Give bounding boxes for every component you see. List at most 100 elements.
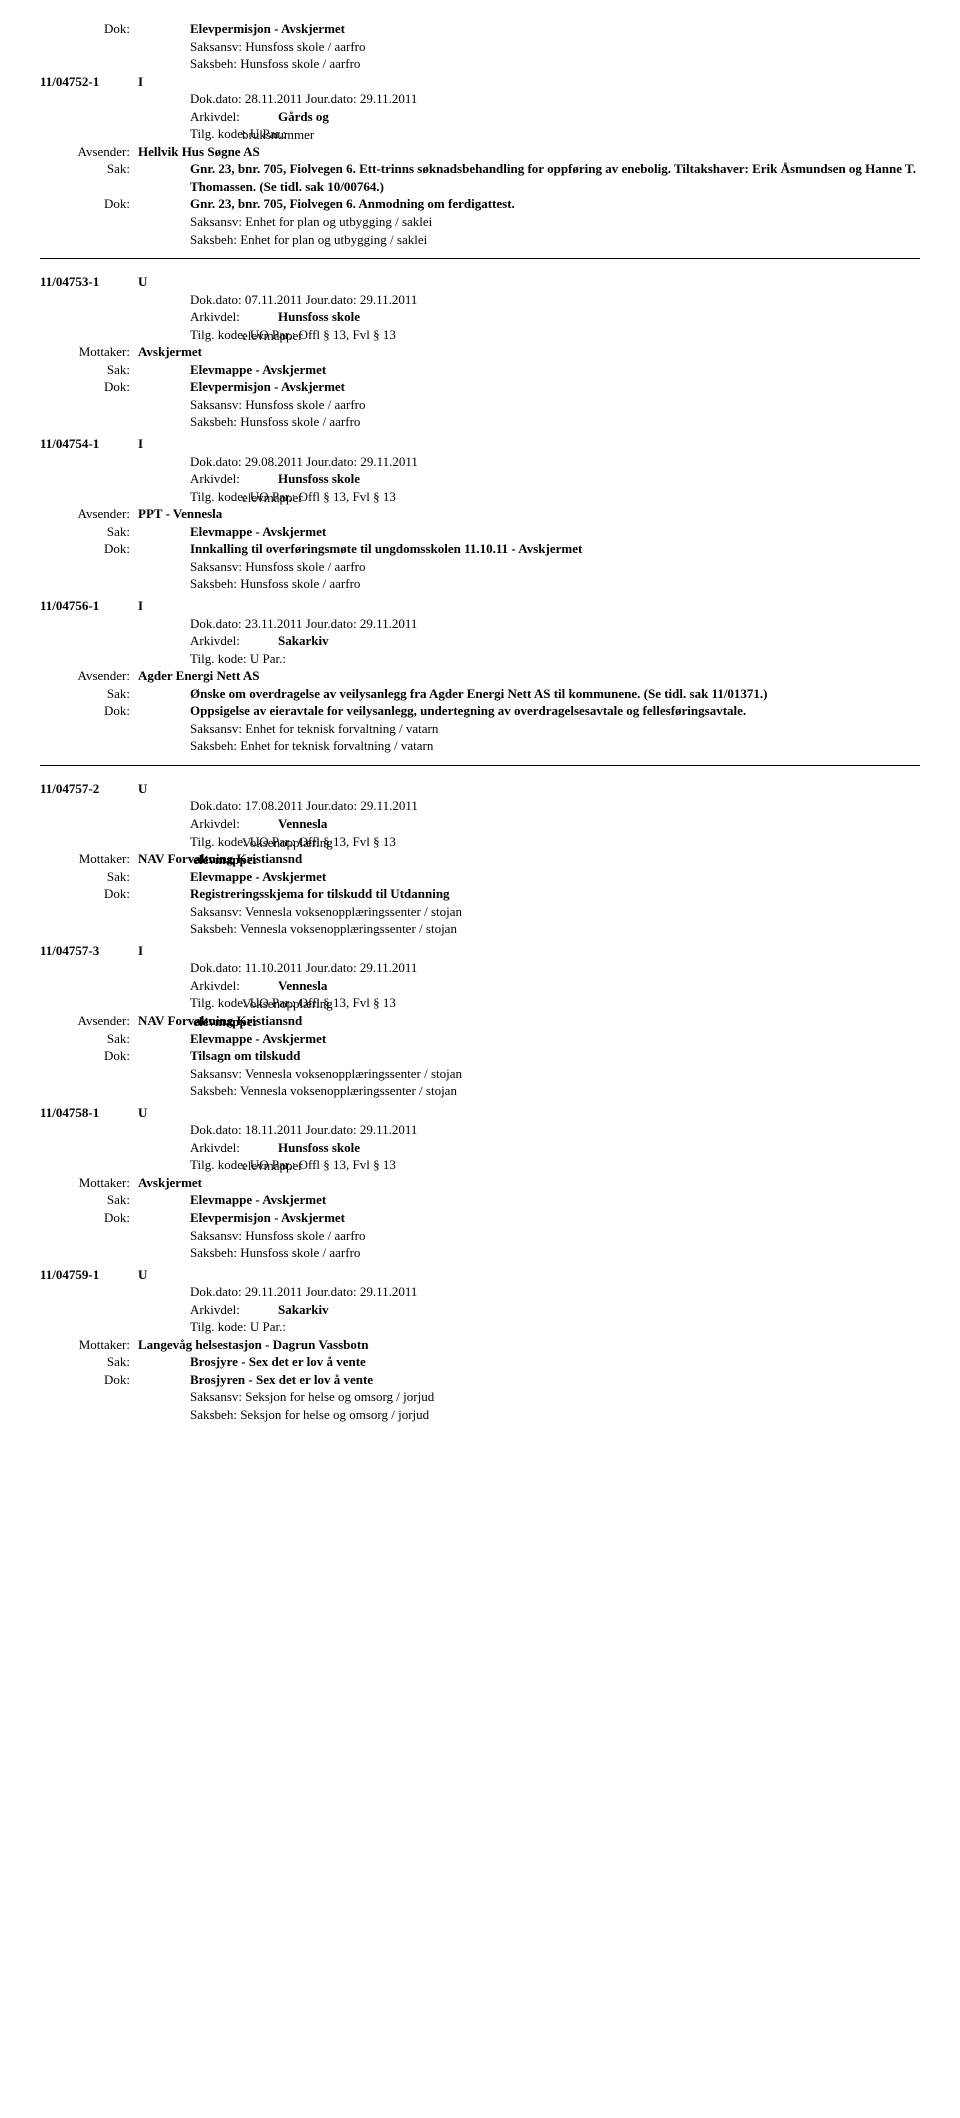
party-row: Avsender:PPT - Vennesla [40, 505, 920, 523]
tilgkode-row: Tilg. kode: UO Par.: Offl § 13, Fvl § 13… [40, 833, 920, 851]
indent [138, 737, 190, 755]
sak-value: Elevmappe - Avskjermet [190, 868, 920, 886]
indent [138, 868, 190, 886]
row-label: Mottaker: [40, 850, 138, 868]
arkivdel-label: Arkivdel: [190, 815, 278, 833]
row-label [40, 815, 138, 833]
overlapped-text: NAV Forvaltning Kristiansnd elevmapper [138, 851, 302, 866]
row-label [40, 108, 138, 126]
row-content: Saksbeh: Enhet for teknisk forvaltning /… [190, 737, 920, 755]
case-number: 11/04759-1 [40, 1266, 138, 1284]
journal-entry: 11/04759-1UDok.dato: 29.11.2011 Jour.dat… [40, 1266, 920, 1424]
row-content: Saksbeh: Seksjon for helse og omsorg / j… [190, 1406, 920, 1424]
row-content: Dok.dato: 28.11.2011 Jour.dato: 29.11.20… [190, 90, 920, 108]
row-content: Tilg. kode: U Par.: [190, 650, 920, 668]
indent [138, 523, 190, 541]
party-value: NAV Forvaltning Kristiansnd elevmapper [138, 850, 920, 868]
arkivdel-name: Sakarkiv [278, 1301, 329, 1319]
arkivdel-label: Arkivdel: [190, 1139, 278, 1157]
row-label: Mottaker: [40, 343, 138, 361]
indent [138, 396, 190, 414]
indent [138, 291, 190, 309]
row-label [40, 615, 138, 633]
indent [138, 1406, 190, 1424]
indent [138, 575, 190, 593]
indent [138, 1244, 190, 1262]
saksbeh-row: Saksbeh: Seksjon for helse og omsorg / j… [40, 1406, 920, 1424]
dok-row: Dok:Registreringsskjema for tilskudd til… [40, 885, 920, 903]
sak-row: Sak:Elevmappe - Avskjermet [40, 868, 920, 886]
row-content: Saksansv: Hunsfoss skole / aarfro [190, 1227, 920, 1245]
case-number-row: 11/04759-1U [40, 1266, 920, 1284]
indent [138, 833, 190, 851]
indent [138, 797, 190, 815]
dok-value: Brosjyren - Sex det er lov å vente [190, 1371, 920, 1389]
document-root: Dok:Elevpermisjon - Avskjermet Saksansv: … [40, 20, 920, 1424]
arkivdel-row: Arkivdel:Hunsfoss skole [40, 1139, 920, 1157]
row-label: Avsender: [40, 505, 138, 523]
dokdato-row: Dok.dato: 17.08.2011 Jour.dato: 29.11.20… [40, 797, 920, 815]
overlap-layer-2: elevmapper [190, 327, 303, 345]
indent [138, 1301, 190, 1319]
row-content: Tilg. kode: U Par.: bruksnummer [190, 125, 920, 143]
party-value: NAV Forvaltning Kristiansnd elevmapper [138, 1012, 920, 1030]
empty [190, 1104, 920, 1122]
arkivdel-name: Hunsfoss skole [278, 1139, 360, 1157]
row-label [40, 1227, 138, 1245]
arkivdel-row: Arkivdel:Hunsfoss skole [40, 308, 920, 326]
row-label [40, 632, 138, 650]
indent [138, 1227, 190, 1245]
row-content: Dok.dato: 29.08.2011 Jour.dato: 29.11.20… [190, 453, 920, 471]
overlap-layer-2: Voksenopplæring [190, 995, 333, 1013]
party-value: Avskjermet [138, 1174, 920, 1192]
row-label: Dok: [40, 702, 138, 720]
indent [138, 702, 190, 720]
row-content: Saksbeh: Hunsfoss skole / aarfro [190, 413, 920, 431]
row-label: Sak: [40, 685, 138, 703]
case-number: 11/04758-1 [40, 1104, 138, 1122]
row-label [40, 291, 138, 309]
row-label [40, 413, 138, 431]
row-label [40, 959, 138, 977]
doc-type: U [138, 1266, 190, 1284]
row-label: Sak: [40, 1353, 138, 1371]
saksansv-row: Saksansv: Hunsfoss skole / aarfro [40, 558, 920, 576]
row-content: Saksbeh: Vennesla voksenopplæringssenter… [190, 1082, 920, 1100]
pre-row: Saksbeh: Hunsfoss skole / aarfro [40, 55, 920, 73]
overlapped-text: Tilg. kode: UO Par.: Offl § 13, Fvl § 13… [190, 489, 396, 504]
case-number-row: 11/04753-1U [40, 273, 920, 291]
arkivdel-row: Arkivdel:Sakarkiv [40, 1301, 920, 1319]
row-label [40, 1406, 138, 1424]
indent [138, 615, 190, 633]
row-content: Arkivdel:Hunsfoss skole [190, 470, 920, 488]
saksbeh-row: Saksbeh: Hunsfoss skole / aarfro [40, 413, 920, 431]
indent [138, 540, 190, 558]
arkivdel-name: Vennesla [278, 815, 327, 833]
row-label: Dok: [40, 20, 138, 38]
dok-row: Dok:Brosjyren - Sex det er lov å vente [40, 1371, 920, 1389]
indent [138, 815, 190, 833]
party-row: Mottaker:Avskjermet [40, 1174, 920, 1192]
row-label: Sak: [40, 361, 138, 379]
arkivdel-name: Vennesla [278, 977, 327, 995]
indent [138, 632, 190, 650]
row-label [40, 797, 138, 815]
empty [190, 435, 920, 453]
row-content: Tilg. kode: UO Par.: Offl § 13, Fvl § 13… [190, 994, 920, 1012]
row-label [40, 308, 138, 326]
row-content: Tilg. kode: UO Par.: Offl § 13, Fvl § 13… [190, 326, 920, 344]
row-label: Dok: [40, 195, 138, 213]
empty [190, 942, 920, 960]
case-number: 11/04756-1 [40, 597, 138, 615]
indent [138, 977, 190, 995]
pre-row: Dok:Elevpermisjon - Avskjermet [40, 20, 920, 38]
row-label [40, 737, 138, 755]
doc-type: I [138, 435, 190, 453]
indent [138, 160, 190, 195]
row-label [40, 1065, 138, 1083]
indent [138, 308, 190, 326]
arkivdel-label: Arkivdel: [190, 1301, 278, 1319]
row-label [40, 470, 138, 488]
saksansv-row: Saksansv: Enhet for teknisk forvaltning … [40, 720, 920, 738]
row-content: Dok.dato: 23.11.2011 Jour.dato: 29.11.20… [190, 615, 920, 633]
